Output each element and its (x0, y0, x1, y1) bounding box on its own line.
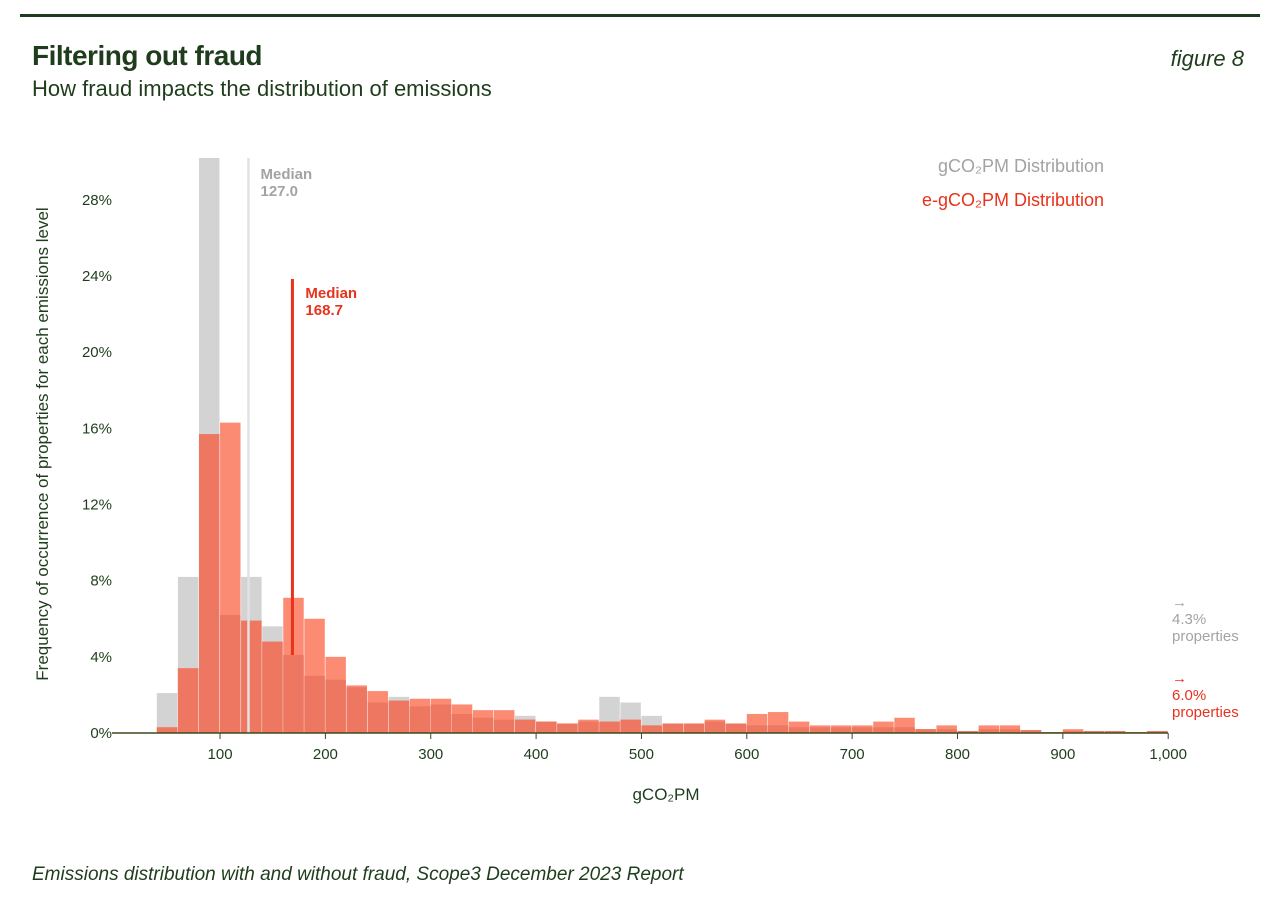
bar-overlap (177, 668, 199, 733)
bar-overlap (1147, 731, 1168, 733)
annotation-arrow: → (1172, 594, 1187, 611)
bar-overlap (641, 725, 662, 733)
x-tick-label: 600 (734, 746, 759, 763)
bar-overlap (852, 727, 873, 733)
bar-overlap (894, 727, 915, 733)
legend-item-gco2pm: gCO₂PM Distribution (938, 156, 1104, 176)
bar-overlap (367, 702, 389, 733)
bar-overlap (156, 727, 178, 733)
bar-overlap (304, 675, 325, 733)
annotation-text: properties (1172, 628, 1239, 645)
bar-e-gco2pm (788, 721, 810, 733)
bar-overlap (198, 434, 220, 733)
bar-overlap (599, 721, 620, 733)
bar-overlap (409, 706, 431, 733)
bar-gco2pm (156, 693, 178, 733)
chart-title: Filtering out fraud (32, 40, 263, 71)
x-tick-label: 1,000 (1149, 746, 1187, 763)
bar-overlap (557, 723, 578, 733)
y-tick-label: 20% (82, 344, 112, 361)
bar-overlap (283, 654, 304, 733)
chart-subtitle: How fraud impacts the distribution of em… (32, 76, 492, 101)
x-tick-label: 900 (1050, 746, 1075, 763)
y-tick-label: 8% (90, 573, 112, 590)
legend-item-e-gco2pm: e-gCO₂PM Distribution (922, 190, 1104, 210)
bar-overlap (515, 719, 536, 733)
annotation-value: 4.3% (1172, 611, 1206, 628)
x-tick-label: 700 (840, 746, 865, 763)
y-axis-label: Frequency of occurrence of properties fo… (33, 207, 52, 680)
bar-overlap (810, 727, 831, 733)
x-tick-label: 100 (208, 746, 233, 763)
bar-overlap (325, 679, 346, 733)
bar-overlap (493, 719, 515, 733)
bar-overlap (1020, 730, 1042, 733)
bar-overlap (346, 687, 367, 733)
bar-overlap (788, 727, 810, 733)
annotation-value: 6.0% (1172, 687, 1206, 704)
bar-overlap (1062, 731, 1084, 733)
bar-overlap (915, 729, 936, 733)
bar-overlap (746, 725, 768, 733)
bar-overlap (451, 713, 473, 733)
bar-overlap (262, 641, 283, 733)
bar-overlap (620, 719, 641, 733)
bar-overlap (1104, 731, 1126, 733)
median-value-gco2pm: 127.0 (260, 183, 298, 200)
bar-e-gco2pm (873, 721, 894, 733)
annotation-arrow: → (1172, 670, 1187, 687)
median-value-e-gco2pm: 168.7 (305, 302, 343, 319)
y-tick-label: 4% (90, 649, 112, 666)
x-tick-label: 500 (629, 746, 654, 763)
bar-overlap (957, 731, 978, 733)
bar-overlap (578, 721, 599, 733)
annotation-text: properties (1172, 704, 1239, 721)
x-tick-label: 800 (945, 746, 970, 763)
median-label-gco2pm: Median (260, 166, 312, 183)
bar-overlap (472, 717, 494, 733)
bar-overlap (683, 723, 705, 733)
y-tick-label: 12% (82, 497, 112, 514)
y-tick-label: 28% (82, 192, 112, 209)
top-rule (20, 14, 1260, 17)
bar-overlap (241, 620, 262, 733)
bar-overlap (220, 614, 241, 733)
bar-overlap (725, 723, 747, 733)
bar-overlap (388, 700, 410, 733)
y-tick-label: 24% (82, 268, 112, 285)
figure-label: figure 8 (1170, 46, 1244, 71)
bar-overlap (767, 725, 789, 733)
bar-overlap (831, 727, 852, 733)
y-tick-label: 16% (82, 420, 112, 437)
x-tick-label: 400 (524, 746, 549, 763)
bar-overlap (936, 729, 957, 733)
y-tick-label: 0% (90, 725, 112, 742)
bar-overlap (873, 727, 894, 733)
bar-overlap (978, 729, 1000, 733)
bar-overlap (704, 721, 726, 733)
bar-overlap (999, 729, 1021, 733)
caption: Emissions distribution with and without … (32, 864, 684, 885)
median-label-e-gco2pm: Median (305, 285, 357, 302)
x-tick-label: 300 (418, 746, 443, 763)
x-axis-label: gCO₂PM (632, 785, 699, 804)
x-tick-label: 200 (313, 746, 338, 763)
bar-overlap (536, 721, 557, 733)
bar-overlap (1083, 731, 1105, 733)
bar-overlap (430, 704, 452, 733)
bar-overlap (662, 723, 683, 733)
